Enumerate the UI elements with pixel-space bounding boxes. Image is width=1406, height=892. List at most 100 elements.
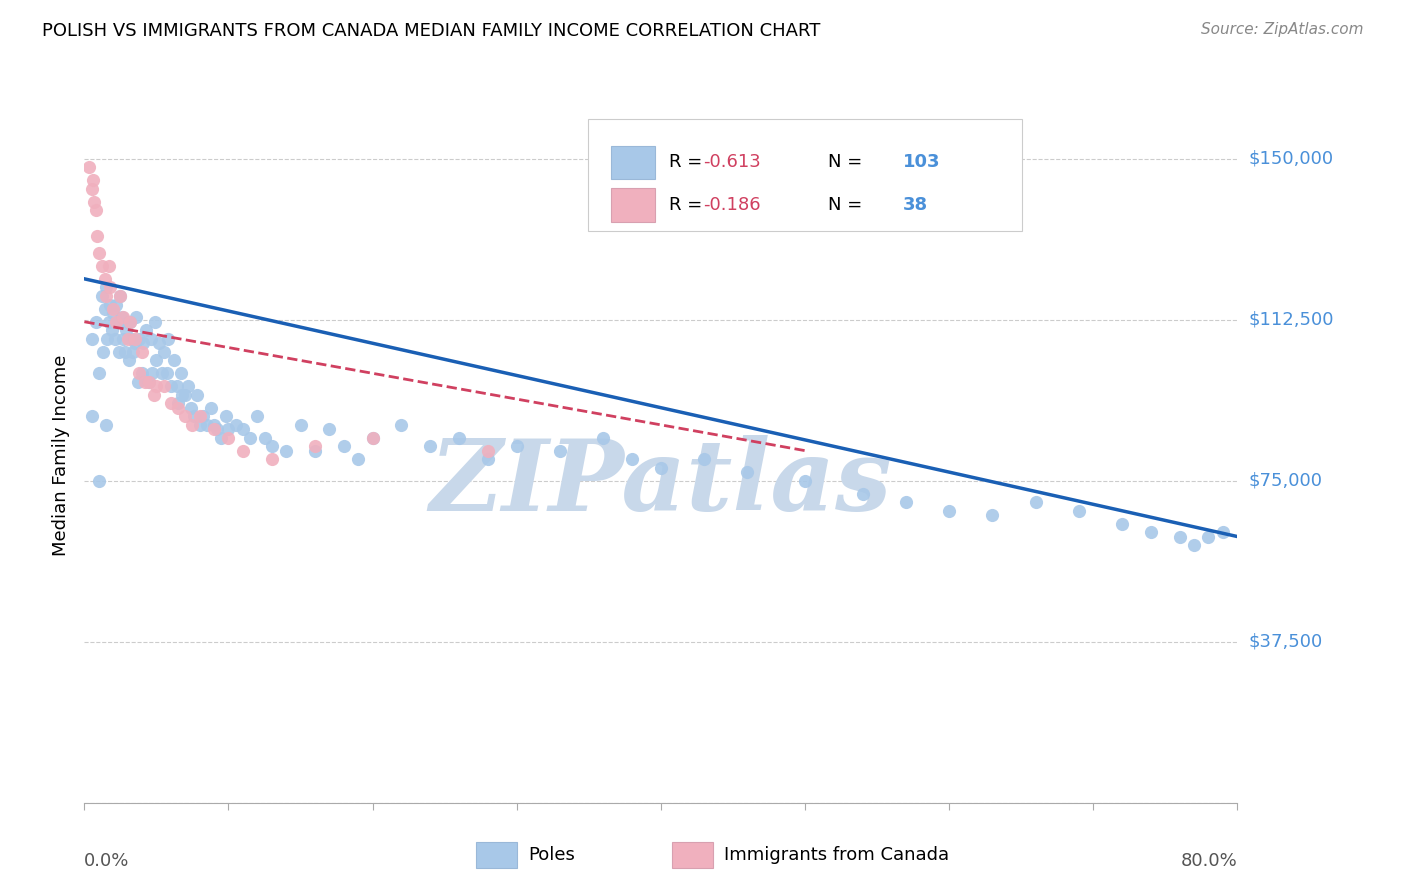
Text: R =: R = (669, 196, 707, 214)
Point (205, 422, 228, 436)
Point (82, 173, 104, 187)
Text: $150,000: $150,000 (1249, 150, 1333, 168)
Point (693, 452, 716, 467)
Point (419, 439, 441, 453)
Point (156, 332, 179, 346)
Point (103, 306, 124, 320)
Point (84, 203, 107, 218)
Point (186, 388, 208, 402)
Point (128, 367, 150, 381)
Point (290, 417, 312, 432)
Point (142, 388, 165, 402)
Point (318, 422, 340, 436)
Text: 0.0%: 0.0% (84, 852, 129, 870)
Point (202, 422, 225, 436)
Point (183, 409, 205, 424)
Point (1111, 516, 1133, 531)
Point (1197, 529, 1219, 543)
Point (87, 246, 110, 260)
Point (125, 310, 148, 325)
Point (115, 323, 138, 337)
Point (232, 443, 254, 458)
Point (174, 388, 197, 402)
Bar (612, 145, 655, 179)
Point (852, 486, 875, 500)
Point (332, 439, 354, 453)
Point (152, 344, 174, 359)
Point (894, 495, 917, 509)
Point (83, 194, 105, 209)
Point (112, 332, 135, 346)
Point (90, 259, 112, 273)
Point (477, 443, 499, 458)
Point (174, 409, 197, 424)
Point (87, 474, 110, 488)
Point (93, 272, 115, 286)
Text: N =: N = (828, 196, 862, 214)
Point (188, 417, 211, 432)
Point (120, 315, 142, 329)
Point (128, 332, 150, 346)
Point (96, 332, 118, 346)
Point (118, 353, 141, 368)
Point (225, 417, 247, 432)
Point (172, 388, 194, 402)
FancyBboxPatch shape (588, 119, 1022, 231)
Point (200, 401, 222, 415)
Point (121, 332, 143, 346)
Point (111, 310, 134, 325)
Point (214, 409, 236, 424)
Point (143, 315, 166, 329)
Text: ZIPatlas: ZIPatlas (430, 434, 891, 531)
Point (139, 332, 162, 346)
Text: $112,500: $112,500 (1249, 310, 1334, 328)
Point (347, 452, 370, 467)
Point (91, 344, 114, 359)
Point (1168, 529, 1191, 543)
Point (548, 443, 571, 458)
Bar (477, 842, 517, 868)
Point (195, 417, 218, 432)
Point (621, 452, 644, 467)
Point (981, 508, 1004, 522)
Point (217, 422, 239, 436)
Point (232, 422, 254, 436)
Point (150, 367, 173, 381)
Point (98, 297, 121, 311)
Point (170, 367, 193, 381)
Point (90, 289, 112, 303)
Point (98, 280, 121, 294)
Text: 103: 103 (903, 153, 941, 171)
Bar (612, 188, 655, 222)
Point (93, 301, 115, 316)
Text: Source: ZipAtlas.com: Source: ZipAtlas.com (1201, 22, 1364, 37)
Point (650, 460, 672, 475)
Point (108, 344, 131, 359)
Point (1024, 495, 1046, 509)
Point (166, 379, 188, 393)
Point (105, 315, 128, 329)
Point (191, 409, 214, 424)
Text: R =: R = (669, 153, 707, 171)
Point (163, 353, 186, 368)
Point (477, 452, 499, 467)
Point (737, 465, 759, 479)
Point (105, 297, 128, 311)
Point (155, 367, 177, 381)
Point (447, 431, 470, 445)
Point (180, 401, 202, 415)
Point (1182, 538, 1205, 552)
Point (141, 367, 163, 381)
Text: $37,500: $37,500 (1249, 632, 1323, 651)
Point (361, 431, 384, 445)
Point (145, 353, 167, 368)
Point (104, 332, 127, 346)
Point (127, 375, 149, 389)
Point (87, 367, 110, 381)
Point (160, 396, 183, 410)
Point (124, 336, 146, 351)
Point (135, 323, 157, 337)
Point (167, 401, 190, 415)
Point (506, 439, 529, 453)
Point (122, 344, 145, 359)
